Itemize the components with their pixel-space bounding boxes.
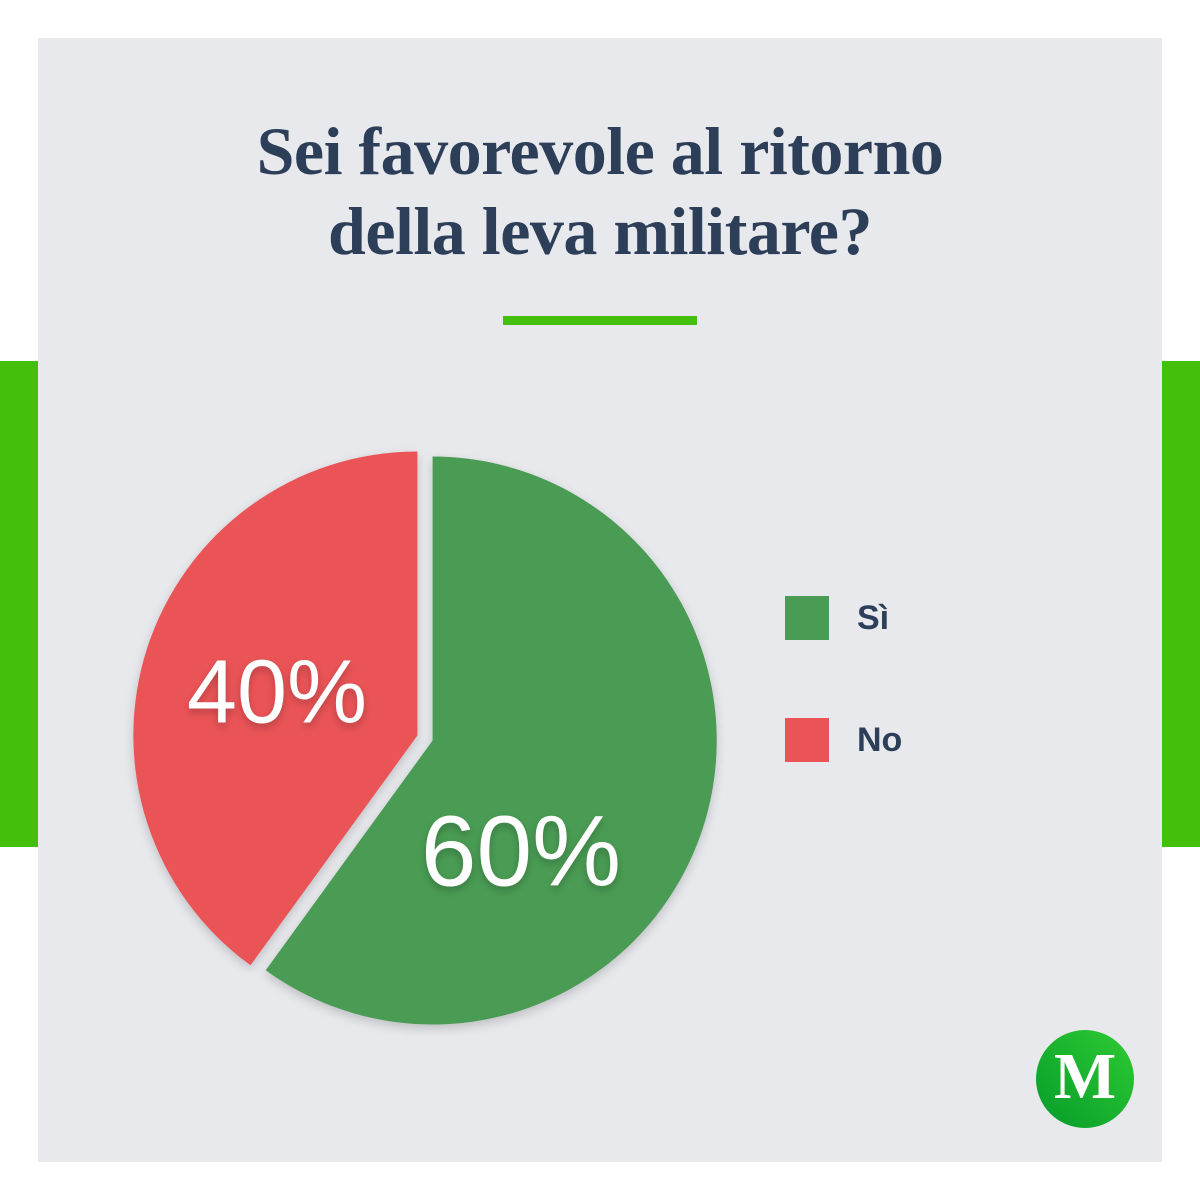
legend-label-si: Sì [857,599,890,637]
right-accent-bar [1162,361,1200,847]
page-title-line2: della leva militare? [328,192,872,269]
legend-label-no: No [857,721,903,759]
pie-slice-si [265,456,717,1025]
pie-data-label-no: 40% [186,642,368,743]
pie-chart [133,451,717,1025]
page-title: Sei favorevole al ritorno della leva mil… [0,112,1200,271]
pie-data-label-si: 60% [420,795,622,908]
legend-item-si: Sì [785,596,889,640]
legend-swatch-si [785,596,829,640]
legend-item-no: No [785,718,902,762]
page-title-line1: Sei favorevole al ritorno [256,113,944,189]
left-accent-bar [0,361,38,847]
pie-slice-no [133,451,418,966]
brand-logo-letter: M [1053,1040,1117,1113]
brand-logo: M [1036,1030,1134,1128]
legend-swatch-no [785,718,829,762]
title-underline-divider [503,316,697,325]
